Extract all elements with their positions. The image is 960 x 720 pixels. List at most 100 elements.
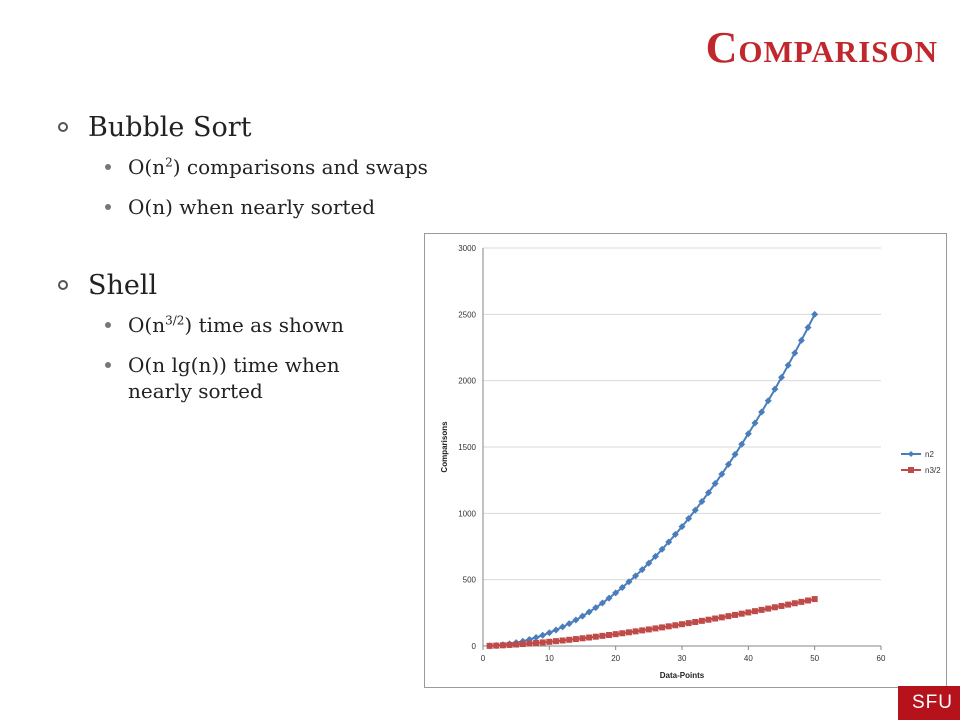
dot-bullet-icon xyxy=(105,322,111,328)
data-point-2 xyxy=(738,610,745,617)
data-point-2 xyxy=(732,611,739,618)
data-point-2 xyxy=(665,623,672,630)
bubble-sort-label: Bubble Sort xyxy=(88,112,252,143)
data-point-1 xyxy=(698,498,706,506)
data-point-2 xyxy=(712,615,719,622)
sub-bullet-shell-complexity: O(n3/2) time as shown xyxy=(58,312,528,338)
data-point-2 xyxy=(606,632,613,639)
x-tick-label: 20 xyxy=(611,654,620,663)
shell-exponent: 3/2 xyxy=(165,313,185,328)
dot-bullet-icon xyxy=(105,204,111,210)
data-point-1 xyxy=(638,566,646,574)
data-point-1 xyxy=(811,310,819,318)
data-point-1 xyxy=(532,634,540,642)
legend-label: n3/2 xyxy=(925,466,941,475)
data-point-1 xyxy=(678,523,686,531)
legend-marker xyxy=(908,451,914,457)
data-point-1 xyxy=(651,552,659,560)
y-axis-label: Comparisons xyxy=(440,421,449,473)
data-point-1 xyxy=(579,612,586,620)
data-point-2 xyxy=(632,628,639,635)
dot-bullet-icon xyxy=(105,362,111,368)
bubble-exponent: 2 xyxy=(165,155,173,170)
data-point-1 xyxy=(545,629,553,637)
data-point-2 xyxy=(579,635,586,642)
data-point-2 xyxy=(679,621,685,628)
data-point-2 xyxy=(685,620,692,627)
data-point-2 xyxy=(493,642,500,649)
data-point-2 xyxy=(572,636,579,643)
data-point-2 xyxy=(486,642,493,649)
series-line-1 xyxy=(489,313,816,647)
data-point-2 xyxy=(619,630,626,637)
data-point-2 xyxy=(499,642,506,649)
data-point-2 xyxy=(811,596,818,603)
data-point-1 xyxy=(585,608,593,616)
bubble-complexity-pre: O(n xyxy=(128,155,166,179)
data-point-2 xyxy=(805,597,812,604)
bullet-bubble-sort: Bubble Sort xyxy=(58,108,528,148)
y-tick-label: 0 xyxy=(472,642,477,651)
data-point-2 xyxy=(539,639,546,646)
data-point-1 xyxy=(718,470,726,478)
data-point-2 xyxy=(546,638,553,645)
data-point-2 xyxy=(506,641,513,648)
data-point-2 xyxy=(566,636,573,643)
data-point-1 xyxy=(559,623,567,631)
data-point-2 xyxy=(599,632,606,639)
shell-nearly-sorted-line2: nearly sorted xyxy=(128,379,263,403)
data-point-2 xyxy=(705,616,712,623)
y-tick-label: 2500 xyxy=(458,310,476,319)
data-point-2 xyxy=(692,618,699,625)
data-point-1 xyxy=(552,626,560,634)
x-tick-label: 10 xyxy=(545,654,554,663)
data-point-1 xyxy=(665,538,673,546)
data-point-1 xyxy=(625,578,633,586)
data-point-2 xyxy=(519,641,526,648)
data-point-2 xyxy=(659,624,666,631)
page-title: Comparison xyxy=(706,22,938,73)
data-point-1 xyxy=(738,440,746,448)
chart-container: 0 500 1000 1500 2000 2500 3000 0 10 20 30 40 50 60 Dat… xyxy=(424,233,947,688)
data-point-2 xyxy=(745,609,752,616)
data-point-1 xyxy=(605,594,613,602)
data-point-2 xyxy=(751,608,758,615)
x-tick-label: 0 xyxy=(481,654,486,663)
sub-bullet-bubble-nearly-sorted: O(n) when nearly sorted xyxy=(58,194,528,220)
data-point-2 xyxy=(771,604,778,611)
data-point-2 xyxy=(791,600,798,607)
data-point-1 xyxy=(645,559,653,567)
data-point-2 xyxy=(552,638,559,645)
data-point-2 xyxy=(785,601,792,608)
sfu-logo-text: SFU xyxy=(912,692,953,713)
x-axis-label: Data-Points xyxy=(660,671,705,680)
sub-bullet-shell-nearly-sorted: O(n lg(n)) time when nearly sorted xyxy=(58,352,528,404)
data-point-2 xyxy=(725,613,732,620)
data-point-1 xyxy=(804,323,812,331)
comparison-chart: 0 500 1000 1500 2000 2500 3000 0 10 20 30 40 50 60 Dat… xyxy=(440,244,941,680)
ring-bullet-icon xyxy=(58,122,68,132)
y-tick-label: 3000 xyxy=(458,244,476,253)
bubble-complexity-post: ) comparisons and swaps xyxy=(172,155,428,179)
x-tick-label: 50 xyxy=(810,654,819,663)
data-point-1 xyxy=(791,349,799,357)
data-point-1 xyxy=(658,545,666,553)
data-point-1 xyxy=(565,620,573,628)
data-point-1 xyxy=(572,616,580,624)
bubble-nearly-sorted-text: O(n) when nearly sorted xyxy=(128,195,376,219)
shell-complexity-pre: O(n xyxy=(128,313,166,337)
data-point-1 xyxy=(612,589,620,597)
data-point-1 xyxy=(771,385,779,393)
bullet-list: Bubble Sort O(n2) comparisons and swaps … xyxy=(58,108,528,418)
y-tick-label: 2000 xyxy=(458,377,476,386)
data-point-1 xyxy=(797,336,805,344)
ring-bullet-icon xyxy=(58,280,68,290)
data-point-1 xyxy=(778,373,785,381)
data-point-2 xyxy=(586,634,593,641)
data-point-2 xyxy=(798,598,805,605)
sfu-logo: SFU xyxy=(898,686,960,720)
data-point-1 xyxy=(784,361,792,369)
data-point-1 xyxy=(592,604,600,612)
data-point-2 xyxy=(672,622,679,629)
sub-bullet-bubble-complexity: O(n2) comparisons and swaps xyxy=(58,154,528,180)
